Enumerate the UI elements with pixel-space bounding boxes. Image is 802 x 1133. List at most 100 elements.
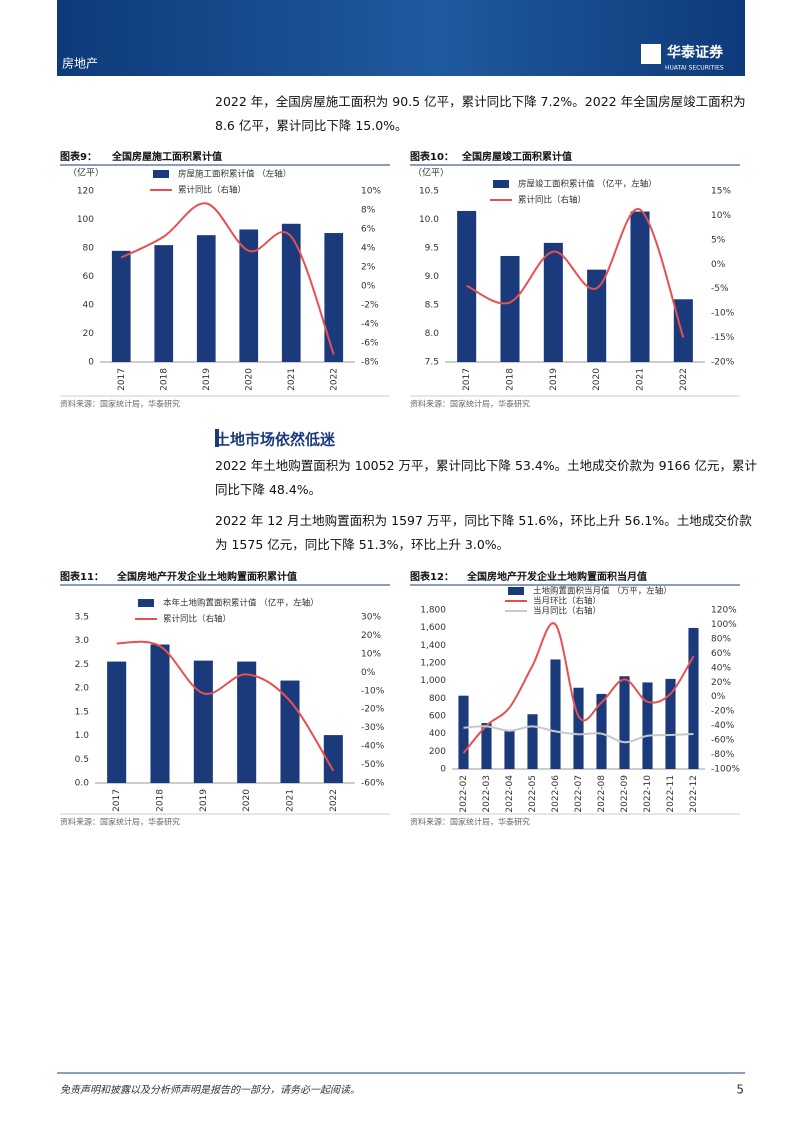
bar [688, 627, 699, 769]
bar [323, 735, 343, 783]
bar [550, 659, 561, 769]
bar [642, 682, 653, 769]
y-tick-label: 1,600 [420, 623, 446, 633]
y2-tick-label: -50% [361, 760, 385, 770]
legend-swatch [138, 599, 154, 607]
y-tick-label: 0.0 [75, 779, 90, 789]
bar [196, 235, 216, 362]
header-section: 房地产 [62, 56, 98, 71]
y2-tick-label: -20% [361, 705, 385, 715]
bar [154, 245, 174, 362]
line-series [466, 208, 685, 338]
bar [587, 269, 607, 362]
line-series [462, 622, 695, 754]
y2-tick-label: 20% [361, 631, 381, 641]
y-tick-label: 80 [83, 244, 95, 254]
bar [481, 723, 492, 769]
y2-tick-label: -8% [361, 358, 379, 368]
y2-tick-label: 8% [361, 206, 376, 216]
y-tick-label: 40 [83, 301, 95, 311]
y2-tick-label: 0% [361, 282, 376, 292]
x-tick-label: 2022-05 [528, 775, 538, 813]
y2-tick-label: -10% [361, 686, 385, 696]
x-tick-label: 2022-03 [482, 775, 492, 813]
bar [281, 223, 301, 362]
x-tick-label: 2022-12 [689, 775, 699, 813]
x-tick-label: 2021 [286, 789, 296, 812]
y2-tick-label: 15% [711, 187, 731, 197]
x-tick-label: 2019 [202, 368, 212, 391]
legend-label: 本年土地购置面积累计值 （亿平，左轴） [163, 598, 319, 609]
x-tick-label: 2022-06 [551, 775, 561, 813]
x-tick-label: 2019 [199, 789, 209, 812]
legend-label: 房屋施工面积累计值 （左轴） [178, 169, 291, 180]
x-tick-label: 2022-08 [597, 775, 607, 813]
y-tick-label: 120 [77, 187, 94, 197]
y-tick-label: 3.5 [75, 613, 89, 623]
x-tick-label: 2018 [156, 789, 166, 812]
y-tick-label: 1.5 [75, 707, 89, 717]
y2-tick-label: -60% [361, 779, 385, 789]
bar [665, 678, 676, 769]
source: 资料来源：国家统计局，华泰研究 [60, 817, 180, 827]
y2-tick-label: -100% [711, 765, 740, 775]
logo-icon [641, 44, 661, 64]
y2-tick-label: 10% [711, 211, 731, 221]
y2-tick-label: 6% [361, 225, 376, 235]
y-tick-label: 100 [77, 215, 94, 225]
header-band [57, 0, 745, 76]
legend-label: 累计同比（右轴） [163, 614, 231, 625]
y2-tick-label: 10% [361, 649, 381, 659]
y2-tick-label: -20% [711, 707, 735, 717]
y-tick-label: 20 [83, 329, 95, 339]
y2-tick-label: -60% [711, 736, 735, 746]
bar [107, 661, 127, 783]
y-tick-label: 1,400 [420, 641, 446, 651]
y-tick-label: 200 [429, 747, 446, 757]
figure-label: 图表12： [410, 570, 454, 583]
x-tick-label: 2018 [159, 368, 169, 391]
y-tick-label: 600 [429, 712, 446, 722]
legend-label: 当月同比（右轴） [533, 606, 601, 617]
figure-title: 全国房屋竣工面积累计值 [461, 150, 572, 163]
bar [543, 242, 563, 362]
y-unit: （亿平） [68, 167, 104, 179]
bar [458, 695, 469, 769]
bar [150, 644, 170, 783]
y-tick-label: 8.5 [425, 301, 439, 311]
y-tick-label: 0.5 [75, 755, 89, 765]
bar [673, 299, 693, 362]
y2-tick-label: 10% [361, 187, 381, 197]
bar [324, 233, 344, 362]
legend-label: 房屋竣工面积累计值 （亿平，左轴） [518, 179, 657, 190]
legend-label: 当月环比（右轴） [533, 596, 601, 607]
x-tick-label: 2020 [244, 368, 254, 391]
y-tick-label: 2.5 [75, 660, 89, 670]
x-tick-label: 2022-07 [574, 775, 584, 813]
figure-label: 图表11： [60, 570, 104, 583]
x-tick-label: 2022-10 [643, 775, 653, 813]
y2-tick-label: -40% [711, 721, 735, 731]
bar [596, 693, 607, 769]
line-series [120, 202, 335, 355]
x-tick-label: 2022-11 [666, 775, 676, 813]
y-tick-label: 9.0 [425, 272, 440, 282]
y2-tick-label: 0% [711, 692, 726, 702]
source: 资料来源：国家统计局，华泰研究 [410, 817, 530, 827]
x-tick-label: 2020 [592, 368, 602, 391]
y-tick-label: 400 [429, 729, 446, 739]
page-number: 5 [736, 1083, 744, 1097]
y2-tick-label: 0% [711, 260, 726, 270]
source: 资料来源：国家统计局，华泰研究 [410, 399, 530, 409]
x-tick-label: 2022 [329, 368, 339, 391]
y-tick-label: 2.0 [75, 684, 90, 694]
legend-swatch [508, 587, 524, 595]
bar [500, 255, 520, 362]
y-tick-label: 1,200 [420, 659, 446, 669]
y-tick-label: 3.0 [75, 636, 90, 646]
y-tick-label: 1,800 [420, 606, 446, 616]
x-tick-label: 2019 [549, 368, 559, 391]
bar [619, 676, 630, 769]
